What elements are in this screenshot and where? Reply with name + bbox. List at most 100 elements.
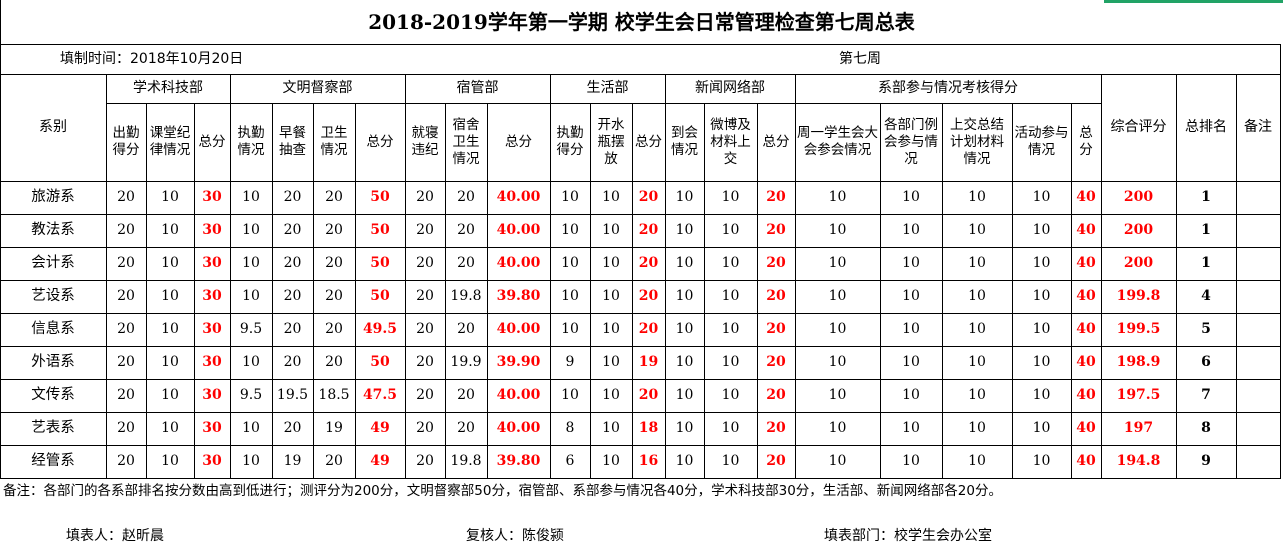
row-cell: 49 xyxy=(370,453,390,469)
grid-line xyxy=(1071,103,1072,479)
row-cell: 20 xyxy=(766,387,786,403)
subheader-l-duty: 执勤得分 xyxy=(556,125,584,158)
row-cell: 10 xyxy=(902,288,920,304)
row-cell: 10 xyxy=(828,354,847,370)
row-cell: 10 xyxy=(561,321,579,337)
row-cell: 10 xyxy=(675,189,694,205)
subheader-p-plan: 上交总结计划材料情况 xyxy=(950,116,1004,167)
row-cell: 10 xyxy=(1032,321,1051,337)
row-cell: 20 xyxy=(416,255,434,271)
row-cell: 10 xyxy=(242,288,260,304)
grid-line xyxy=(1012,103,1013,479)
grid-line xyxy=(1236,74,1237,479)
row-cell: 20 xyxy=(325,453,343,469)
row-cell: 20 xyxy=(325,288,343,304)
row-cell: 10 xyxy=(721,255,740,271)
row-cell: 10 xyxy=(561,387,579,403)
row-cell: 10 xyxy=(161,453,179,469)
row-cell: 197.5 xyxy=(1116,387,1161,403)
row-cell: 40.00 xyxy=(496,255,541,271)
row-cell: 10 xyxy=(242,420,260,436)
row-dept-name: 经管系 xyxy=(31,453,75,469)
row-cell: 20 xyxy=(766,453,786,469)
grid-line xyxy=(795,74,796,479)
row-cell: 10 xyxy=(828,255,847,271)
row-cell: 10 xyxy=(828,321,847,337)
row-cell: 10 xyxy=(902,321,920,337)
row-cell: 10 xyxy=(828,420,847,436)
row-cell: 10 xyxy=(242,222,260,238)
row-cell: 20 xyxy=(416,189,434,205)
row-cell: 10 xyxy=(242,189,260,205)
row-cell: 20 xyxy=(416,321,434,337)
row-cell: 10 xyxy=(602,288,620,304)
grid-line xyxy=(0,0,1,479)
row-cell: 10 xyxy=(968,387,986,403)
group-life: 生活部 xyxy=(586,80,629,96)
grid-line xyxy=(0,44,1281,45)
row-cell: 10 xyxy=(721,354,740,370)
grid-line xyxy=(0,74,1281,75)
row-cell: 7 xyxy=(1201,387,1211,403)
row-cell: 10 xyxy=(1032,189,1051,205)
grid-line xyxy=(0,181,1281,182)
row-cell: 30 xyxy=(202,354,222,370)
grid-line xyxy=(0,412,1281,413)
subheader-n-attend: 到会情况 xyxy=(671,125,698,158)
group-dept: 系部参与情况考核得分 xyxy=(878,80,1018,96)
subheader-n-total: 总分 xyxy=(762,133,790,150)
row-cell: 20 xyxy=(766,321,786,337)
row-cell: 200 xyxy=(1123,189,1154,205)
subheader-p-weekly: 周一学生会大会参会情况 xyxy=(797,125,878,158)
row-remark xyxy=(1236,247,1280,280)
subheader-p-meeting: 各部门例会参与情况 xyxy=(884,116,938,167)
row-cell: 10 xyxy=(1032,255,1051,271)
row-cell: 20 xyxy=(117,354,135,370)
grid-line xyxy=(0,214,1281,215)
row-cell: 10 xyxy=(968,420,986,436)
subheader-c-hygiene: 卫生情况 xyxy=(320,125,348,158)
row-cell: 10 xyxy=(242,255,260,271)
reviewer-label: 复核人：陈俊颍 xyxy=(466,527,564,544)
row-cell: 50 xyxy=(370,354,390,370)
subheader-c-breakfast: 早餐抽查 xyxy=(279,125,306,158)
row-cell: 194.8 xyxy=(1116,453,1161,469)
row-cell: 10 xyxy=(968,321,986,337)
row-cell: 30 xyxy=(202,321,222,337)
row-cell: 16 xyxy=(638,453,659,469)
row-cell: 39.80 xyxy=(496,453,541,469)
row-cell: 10 xyxy=(675,420,694,436)
row-cell: 20 xyxy=(766,420,786,436)
row-remark xyxy=(1236,181,1280,214)
grid-line xyxy=(665,74,666,479)
row-cell: 6 xyxy=(565,453,575,469)
subheader-p-total: 总分 xyxy=(1079,125,1093,158)
sheet-title: 2018-2019学年第一学期 校学生会日常管理检查第七周总表 xyxy=(368,9,915,34)
row-cell: 1 xyxy=(1201,189,1211,205)
row-cell: 20 xyxy=(325,189,343,205)
row-cell: 10 xyxy=(902,189,920,205)
row-dept-name: 信息系 xyxy=(31,321,75,337)
row-cell: 20 xyxy=(416,222,434,238)
row-cell: 20 xyxy=(638,255,659,271)
row-cell: 10 xyxy=(828,453,847,469)
note-text: 备注：各部门的各系部排名按分数由高到低进行；测评分为200分，文明督察部50分，… xyxy=(3,482,1002,499)
row-cell: 20 xyxy=(457,420,475,436)
subheader-l-total: 总分 xyxy=(635,133,662,150)
group-academic: 学术科技部 xyxy=(133,80,203,96)
row-cell: 20 xyxy=(283,321,302,337)
row-cell: 20 xyxy=(457,321,475,337)
row-cell: 50 xyxy=(370,288,390,304)
row-cell: 30 xyxy=(202,453,222,469)
row-cell: 40.00 xyxy=(496,420,541,436)
row-cell: 20 xyxy=(325,222,343,238)
row-cell: 10 xyxy=(161,420,179,436)
row-cell: 10 xyxy=(602,222,620,238)
grid-line xyxy=(405,74,406,479)
row-cell: 20 xyxy=(416,387,434,403)
grid-line xyxy=(106,74,107,479)
row-cell: 10 xyxy=(675,354,694,370)
row-cell: 10 xyxy=(968,288,986,304)
row-cell: 18 xyxy=(638,420,659,436)
subheader-a-total: 总分 xyxy=(198,133,226,150)
